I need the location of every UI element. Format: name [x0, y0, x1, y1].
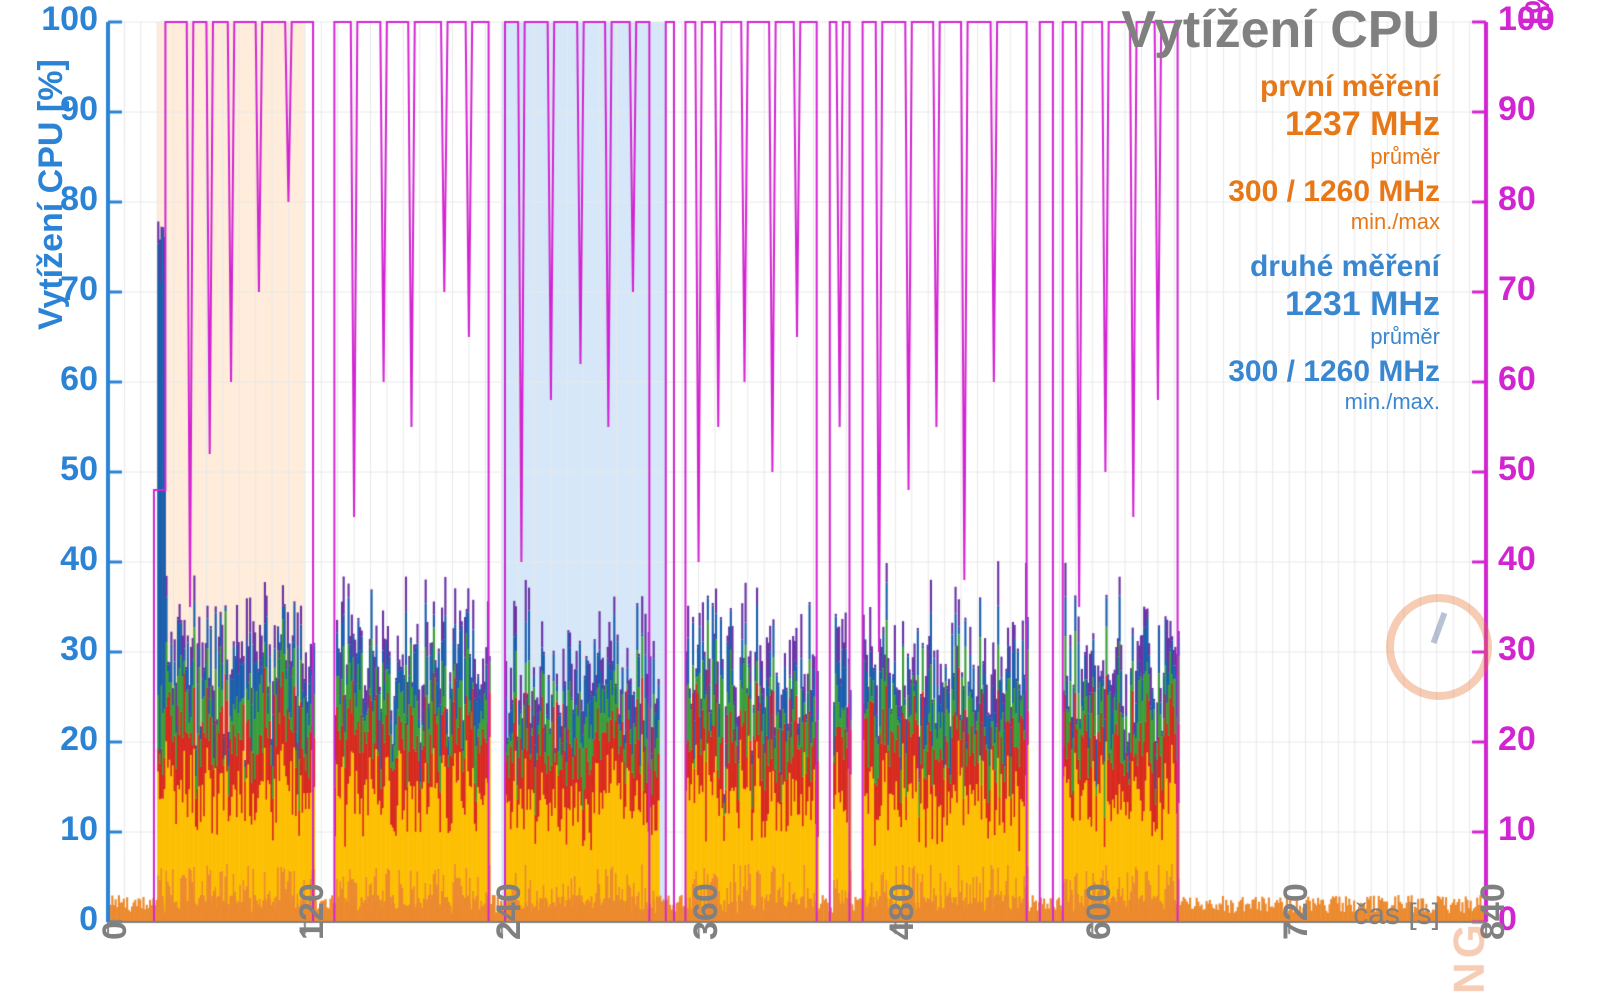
y-right-tick: 40	[1498, 540, 1536, 579]
x-tick: 480	[883, 883, 922, 940]
y-left-tick: 40	[60, 540, 98, 579]
y-left-tick: 60	[60, 360, 98, 399]
y-left-tick: 10	[60, 810, 98, 849]
y-right-tick: 10	[1498, 810, 1536, 849]
y-right-tick: 50	[1498, 450, 1536, 489]
legend-second: druhé měření 1231 MHz průměr 300 / 1260 …	[1228, 250, 1440, 415]
x-tick: 720	[1277, 883, 1316, 940]
y-left-tick: 50	[60, 450, 98, 489]
y-left-tick: 70	[60, 270, 98, 309]
x-tick: 360	[687, 883, 726, 940]
legend-first-header: první měření	[1228, 70, 1440, 105]
y-left-tick: 90	[60, 90, 98, 129]
x-tick: 0	[96, 921, 135, 940]
y-left-tick: 20	[60, 720, 98, 759]
x-axis-label: čas [s]	[1353, 898, 1440, 932]
y-right-tick: 60	[1498, 360, 1536, 399]
x-tick: 600	[1080, 883, 1119, 940]
y-left-tick: 30	[60, 630, 98, 669]
watermark-text: PCTUNING	[1445, 920, 1495, 1000]
x-tick: 240	[490, 883, 529, 940]
y-left-tick: 80	[60, 180, 98, 219]
y-right-tick: 80	[1498, 180, 1536, 219]
legend-first: první měření 1237 MHz průměr 300 / 1260 …	[1228, 70, 1440, 235]
legend-second-range: 300 / 1260 MHz	[1228, 355, 1440, 390]
legend-first-avg: 1237 MHz	[1228, 105, 1440, 144]
y-right-tick: 70	[1498, 270, 1536, 309]
y-left-tick: 100	[41, 0, 98, 39]
legend-first-range-sub: min./max	[1228, 209, 1440, 234]
y-right-tick: 90	[1498, 90, 1536, 129]
legend-second-avg: 1231 MHz	[1228, 285, 1440, 324]
chart-title: Vytížení CPU	[1121, 0, 1440, 60]
y-right-tick: 20	[1498, 720, 1536, 759]
x-tick: 120	[293, 883, 332, 940]
y-right-tick: 30	[1498, 630, 1536, 669]
y-right-tick: 100	[1498, 0, 1555, 39]
legend-second-range-sub: min./max.	[1228, 389, 1440, 414]
watermark-clock-icon	[1386, 594, 1492, 700]
legend-first-range: 300 / 1260 MHz	[1228, 175, 1440, 210]
legend-first-avg-sub: průměr	[1228, 144, 1440, 169]
legend-second-avg-sub: průměr	[1228, 324, 1440, 349]
legend-second-header: druhé měření	[1228, 250, 1440, 285]
